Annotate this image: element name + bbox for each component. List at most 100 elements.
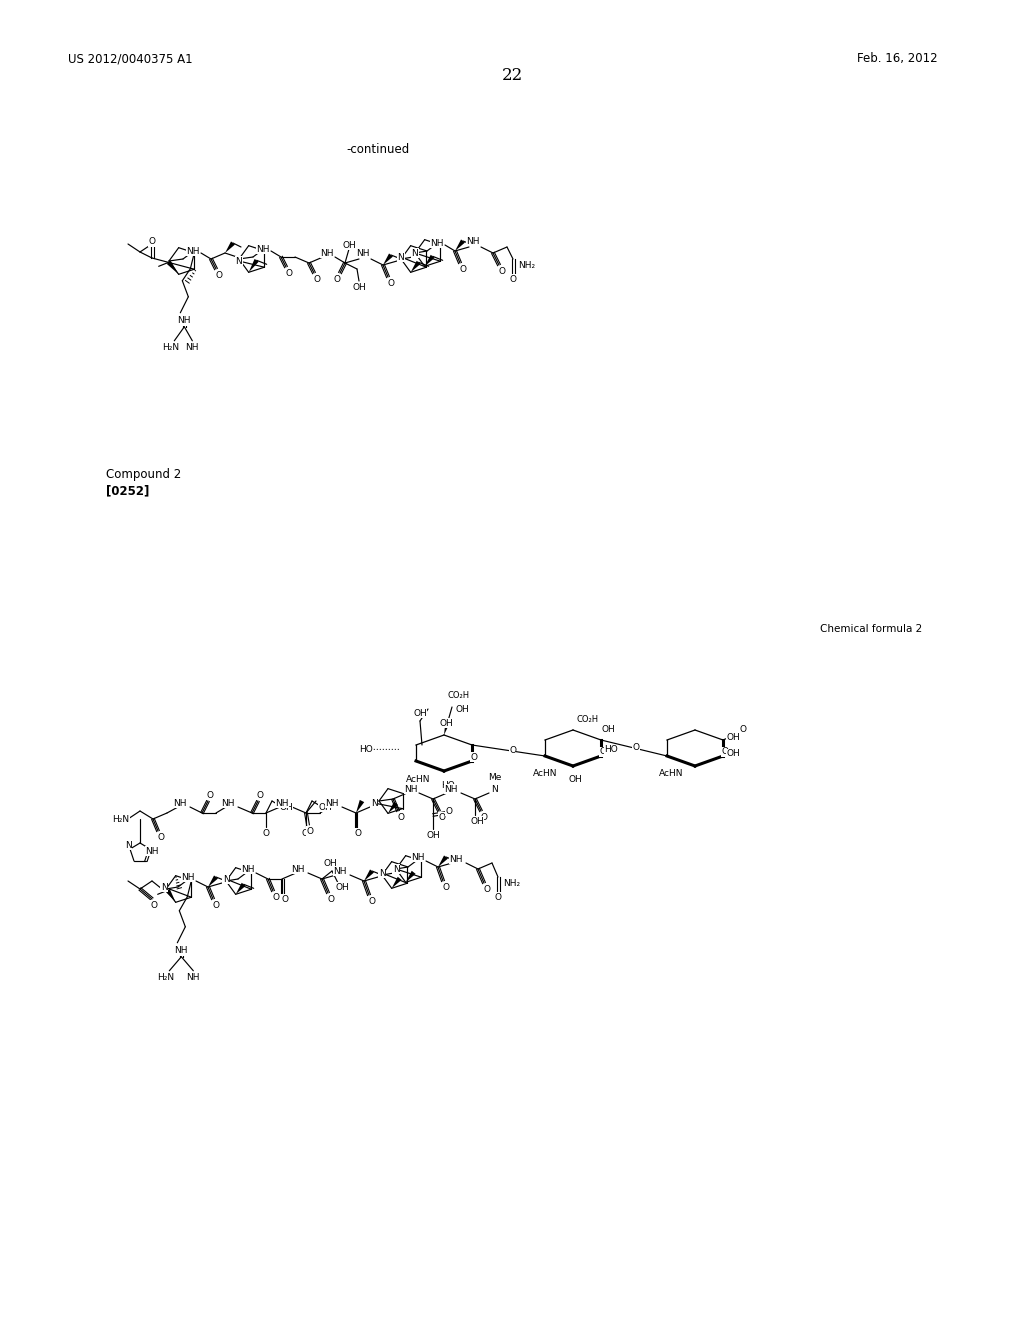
Text: O: O: [207, 791, 213, 800]
Polygon shape: [388, 801, 398, 813]
Text: O: O: [442, 883, 450, 891]
Polygon shape: [208, 875, 218, 887]
Text: 22: 22: [502, 67, 522, 84]
Text: O: O: [282, 895, 289, 903]
Text: OH: OH: [426, 830, 440, 840]
Text: O: O: [397, 813, 404, 821]
Text: AcHN: AcHN: [406, 775, 430, 784]
Text: Chemical formula 2: Chemical formula 2: [820, 624, 923, 634]
Polygon shape: [455, 239, 465, 251]
Text: OH: OH: [455, 705, 469, 714]
Text: N: N: [222, 874, 229, 883]
Text: NH: NH: [177, 317, 191, 325]
Text: NH: NH: [174, 946, 188, 956]
Text: N: N: [492, 784, 499, 793]
Text: NH: NH: [173, 799, 186, 808]
Text: N: N: [371, 799, 378, 808]
Text: NH: NH: [256, 244, 269, 253]
Polygon shape: [425, 255, 434, 267]
Text: NH: NH: [356, 248, 370, 257]
Text: OH: OH: [335, 883, 349, 891]
Polygon shape: [438, 855, 447, 867]
Text: NH: NH: [186, 247, 200, 256]
Text: O: O: [499, 267, 506, 276]
Text: AcHN: AcHN: [532, 770, 557, 779]
Text: O: O: [387, 279, 394, 288]
Text: NH: NH: [430, 239, 443, 248]
Text: Me: Me: [488, 772, 502, 781]
Text: O: O: [215, 271, 222, 280]
Text: NH: NH: [321, 248, 334, 257]
Text: O: O: [158, 833, 165, 842]
Text: NH: NH: [466, 236, 480, 246]
Text: AcHN: AcHN: [658, 770, 683, 779]
Text: O: O: [460, 264, 467, 273]
Text: NH: NH: [275, 799, 289, 808]
Polygon shape: [364, 870, 374, 880]
Text: OH: OH: [726, 750, 740, 759]
Text: NH: NH: [450, 854, 463, 863]
Text: NH₂: NH₂: [518, 260, 536, 269]
Polygon shape: [406, 871, 416, 882]
Text: O: O: [483, 884, 490, 894]
Text: H₂N: H₂N: [162, 343, 179, 352]
Text: -continued: -continued: [346, 143, 410, 156]
Text: NH: NH: [185, 343, 199, 352]
Polygon shape: [356, 800, 365, 813]
Text: O: O: [510, 275, 516, 284]
Text: NH₂: NH₂: [504, 879, 520, 887]
Text: HO: HO: [604, 746, 617, 755]
Polygon shape: [167, 261, 178, 275]
Text: O: O: [509, 746, 516, 755]
Polygon shape: [236, 883, 246, 895]
Text: OH: OH: [439, 718, 453, 727]
Text: OH: OH: [352, 282, 366, 292]
Text: OH: OH: [601, 726, 614, 734]
Text: HO⋯⋯⋯: HO⋯⋯⋯: [359, 744, 400, 754]
Text: HO: HO: [441, 780, 455, 789]
Text: O: O: [148, 238, 156, 247]
Text: O: O: [633, 743, 640, 752]
Text: O: O: [286, 268, 293, 277]
Text: O: O: [445, 807, 453, 816]
Text: O: O: [599, 747, 606, 756]
Text: NH: NH: [326, 799, 339, 808]
Text: OH: OH: [280, 803, 293, 812]
Text: O: O: [369, 896, 376, 906]
Text: O: O: [495, 892, 502, 902]
Text: OH: OH: [568, 776, 582, 784]
Text: O: O: [739, 726, 746, 734]
Text: OH: OH: [726, 734, 740, 742]
Text: N: N: [236, 256, 243, 265]
Text: [0252]: [0252]: [106, 484, 150, 498]
Text: NH: NH: [145, 846, 159, 855]
Text: O: O: [313, 275, 321, 284]
Text: O: O: [354, 829, 361, 837]
Text: NH: NH: [404, 784, 418, 793]
Text: OH: OH: [318, 803, 332, 812]
Polygon shape: [444, 721, 451, 735]
Text: H₂N: H₂N: [112, 814, 129, 824]
Text: O: O: [256, 791, 263, 800]
Polygon shape: [225, 242, 234, 253]
Polygon shape: [411, 261, 421, 272]
Polygon shape: [249, 259, 259, 272]
Text: H₂N: H₂N: [157, 973, 174, 982]
Text: US 2012/0040375 A1: US 2012/0040375 A1: [68, 51, 193, 65]
Text: NH: NH: [333, 866, 347, 875]
Text: N: N: [379, 869, 385, 878]
Text: NH: NH: [221, 799, 234, 808]
Text: O: O: [722, 747, 728, 756]
Text: Compound 2: Compound 2: [106, 469, 181, 480]
Text: NH: NH: [291, 865, 305, 874]
Text: O: O: [470, 752, 477, 762]
Polygon shape: [166, 888, 176, 903]
Text: N: N: [397, 252, 404, 261]
Text: NH: NH: [181, 873, 195, 882]
Text: NH: NH: [186, 973, 200, 982]
Text: O: O: [272, 892, 280, 902]
Text: O: O: [328, 895, 335, 903]
Text: NH: NH: [242, 865, 255, 874]
Text: OH: OH: [301, 829, 314, 837]
Text: CO₂H: CO₂H: [577, 715, 599, 725]
